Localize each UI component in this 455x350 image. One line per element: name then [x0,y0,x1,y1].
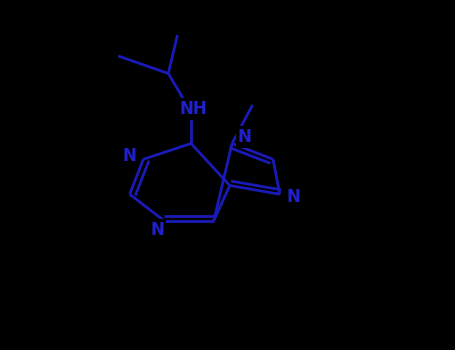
Text: N: N [123,147,136,166]
Text: NH: NH [180,100,207,118]
Text: N: N [287,188,300,206]
Text: N: N [150,221,164,239]
Text: N: N [238,128,252,146]
